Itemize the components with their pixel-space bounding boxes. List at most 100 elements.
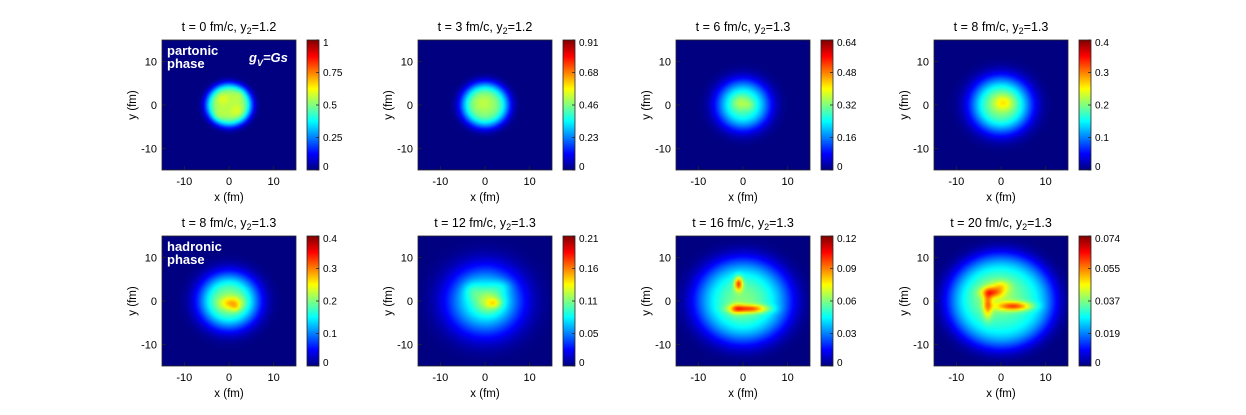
colorbar-tick-label: 0 <box>579 358 585 369</box>
panel-3: t = 6 fm/c, y2=1.3 -10 0 10 -10 0 10 x (fm) y (f… <box>641 20 857 204</box>
panel-title: t = 3 fm/c, y2=1.2 <box>438 20 533 36</box>
y-tick-label: 0 <box>151 100 157 112</box>
colorbar-tick-label: 0.4 <box>1095 38 1109 49</box>
heatmap-image <box>934 40 1068 170</box>
colorbar-tick-label: 0.06 <box>837 297 857 308</box>
y-axis-label: y (fm) <box>383 286 395 316</box>
colorbar-tick-label: 0.16 <box>837 133 857 144</box>
y-tick-label: -10 <box>655 339 671 351</box>
y-axis-label: y (fm) <box>641 286 653 316</box>
y-tick-label: 0 <box>923 296 929 308</box>
x-tick-label: 10 <box>268 176 280 188</box>
heatmap-image <box>162 236 296 366</box>
y-tick-label: -10 <box>141 143 157 155</box>
colorbar-tick-label: 0.03 <box>837 329 857 340</box>
colorbar-tick-label: 0 <box>323 162 329 173</box>
x-tick-label: 10 <box>1040 176 1052 188</box>
y-tick-label: -10 <box>397 339 413 351</box>
colorbar-tick-label: 0.12 <box>837 234 857 245</box>
y-tick-label: -10 <box>141 339 157 351</box>
annotation-text: hadronic <box>167 239 222 254</box>
y-axis-label: y (fm) <box>899 90 911 120</box>
x-axis-label: x (fm) <box>986 192 1016 204</box>
y-axis-label: y (fm) <box>641 90 653 120</box>
coupling-annotation: gV=Gs <box>248 50 288 68</box>
x-tick-label: 0 <box>226 176 232 188</box>
heatmap-image <box>418 236 552 366</box>
colorbar-tick-label: 0.68 <box>579 68 599 79</box>
x-tick-label: 0 <box>482 176 488 188</box>
heatmap-image <box>676 236 810 366</box>
x-tick-label: -10 <box>690 176 706 188</box>
colorbar-tick-label: 0.5 <box>323 101 337 112</box>
panel-title: t = 12 fm/c, y2=1.3 <box>434 216 536 232</box>
colorbar-tick-label: 0 <box>837 162 843 173</box>
colorbar-tick-label: 0.46 <box>579 101 599 112</box>
panel-title: t = 0 fm/c, y2=1.2 <box>182 20 277 36</box>
x-tick-label: 0 <box>482 372 488 384</box>
x-tick-label: 0 <box>998 372 1004 384</box>
panel-7: t = 16 fm/c, y2=1.3 -10 0 10 -10 0 10 x (fm) y (… <box>641 216 857 400</box>
colorbar-tick-label: 0.4 <box>323 234 337 245</box>
y-tick-label: 10 <box>145 253 157 265</box>
x-axis-label: x (fm) <box>470 192 500 204</box>
heatmap-image <box>934 236 1068 366</box>
colorbar-tick-label: 0.2 <box>1095 101 1109 112</box>
colorbar-tick-label: 0.48 <box>837 68 857 79</box>
colorbar-tick-label: 0.019 <box>1095 329 1120 340</box>
colorbar-tick-label: 0.3 <box>1095 68 1109 79</box>
panel-6: t = 12 fm/c, y2=1.3 -10 0 10 -10 0 10 x (fm) y (… <box>383 216 599 400</box>
y-tick-label: 10 <box>659 57 671 69</box>
colorbar-tick-label: 0 <box>1095 162 1101 173</box>
panel-8: t = 20 fm/c, y2=1.3 -10 0 10 -10 0 10 x (fm) y (… <box>899 216 1120 400</box>
colorbar-tick-label: 0.91 <box>579 38 599 49</box>
x-tick-label: 0 <box>226 372 232 384</box>
panel-title: t = 6 fm/c, y2=1.3 <box>696 20 791 36</box>
x-tick-label: 10 <box>268 372 280 384</box>
colorbar-tick-label: 0.75 <box>323 68 343 79</box>
colorbar-tick-label: 0.09 <box>837 264 857 275</box>
y-tick-label: 10 <box>401 57 413 69</box>
y-tick-label: 0 <box>923 100 929 112</box>
colorbar-tick-label: 0.074 <box>1095 234 1120 245</box>
colorbar-tick-label: 0 <box>579 162 585 173</box>
colorbar-tick-label: 0.055 <box>1095 264 1120 275</box>
y-tick-label: -10 <box>397 143 413 155</box>
y-tick-label: -10 <box>913 339 929 351</box>
x-tick-label: -10 <box>176 176 192 188</box>
y-tick-label: 0 <box>151 296 157 308</box>
x-tick-label: 0 <box>740 176 746 188</box>
colorbar-tick-label: 0.1 <box>1095 133 1109 144</box>
heatmap-image <box>418 40 552 170</box>
colorbar-tick-label: 0.037 <box>1095 297 1120 308</box>
colorbar-tick-label: 0.1 <box>323 329 337 340</box>
panel-title: t = 8 fm/c, y2=1.3 <box>954 20 1049 36</box>
x-tick-label: 10 <box>1040 372 1052 384</box>
x-tick-label: -10 <box>432 176 448 188</box>
x-axis-label: x (fm) <box>986 388 1016 400</box>
x-tick-label: 10 <box>782 372 794 384</box>
x-tick-label: -10 <box>432 372 448 384</box>
y-axis-label: y (fm) <box>127 90 139 120</box>
colorbar-tick-label: 0 <box>1095 358 1101 369</box>
panel-title: t = 20 fm/c, y2=1.3 <box>950 216 1052 232</box>
x-tick-label: -10 <box>690 372 706 384</box>
y-tick-label: 10 <box>917 57 929 69</box>
panel-title: t = 16 fm/c, y2=1.3 <box>692 216 794 232</box>
colorbar-tick-label: 0.11 <box>579 297 598 308</box>
y-tick-label: 10 <box>401 253 413 265</box>
y-tick-label: 10 <box>659 253 671 265</box>
colorbar-tick-label: 0.2 <box>323 297 337 308</box>
panel-4: t = 8 fm/c, y2=1.3 -10 0 10 -10 0 10 x (fm) y (f… <box>899 20 1109 204</box>
y-tick-label: 10 <box>917 253 929 265</box>
x-axis-label: x (fm) <box>728 388 758 400</box>
panel-title: t = 8 fm/c, y2=1.3 <box>182 216 277 232</box>
colorbar-tick-label: 0.25 <box>323 133 343 144</box>
x-axis-label: x (fm) <box>470 388 500 400</box>
x-tick-label: -10 <box>176 372 192 384</box>
y-tick-label: -10 <box>655 143 671 155</box>
colorbar-tick-label: 0.16 <box>579 264 599 275</box>
annotation-text: phase <box>167 252 205 267</box>
